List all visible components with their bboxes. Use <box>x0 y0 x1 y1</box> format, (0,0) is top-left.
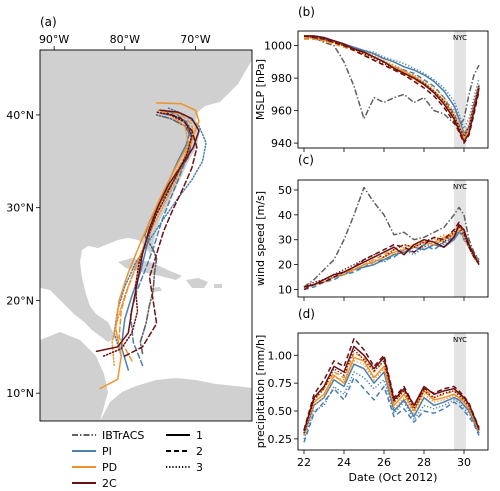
line-pd-3 <box>303 360 480 434</box>
track-2c-7 <box>95 109 200 353</box>
map-longitude-ticks: 90°W 80°W 70°W <box>39 33 211 50</box>
map-latitude-ticks: 10°N 20°N 30°N 40°N <box>6 109 40 400</box>
panel-label-c: (c) <box>298 153 314 167</box>
line-pd-3 <box>304 36 480 135</box>
x-tick-label: 22 <box>297 456 311 469</box>
map-frame <box>39 49 253 422</box>
plot-frame <box>297 30 489 149</box>
y-tick-label: 940 <box>271 137 292 150</box>
track-ibtracs-0 <box>139 114 193 355</box>
nyc-label: NYC <box>453 183 467 191</box>
lon-tick-label: 90°W <box>39 33 69 46</box>
nyc-label: NYC <box>453 34 467 42</box>
series-lines <box>303 35 480 144</box>
x-axis-label: Date (Oct 2012) <box>349 471 438 484</box>
line-pi-1 <box>304 36 480 135</box>
line-ibtracs <box>303 186 480 288</box>
storm-tracks <box>95 102 207 390</box>
wind-panel: (c) NYC 10 20 30 40 50 wind speed [m/s] <box>254 153 489 301</box>
lat-tick-label: 10°N <box>6 387 34 400</box>
panel-label-b: (b) <box>298 5 315 19</box>
line-2c-2 <box>303 35 480 144</box>
x-tick-label: 26 <box>377 456 391 469</box>
legend-member-label-2: 2 <box>196 445 203 458</box>
series-lines <box>303 337 480 443</box>
central-america-land <box>40 332 108 421</box>
legend: IBTrACS PI PD 2C 1 2 3 <box>72 429 203 490</box>
track-pd-4 <box>99 102 200 390</box>
line-pd-2 <box>304 38 480 141</box>
track-2c-9 <box>102 111 193 357</box>
panel-label-a: (a) <box>40 15 57 29</box>
line-2c-3 <box>303 226 480 288</box>
y-tick-label: 0.50 <box>268 405 293 418</box>
series-lines <box>303 186 480 291</box>
land-layer <box>40 50 252 421</box>
map-panel: (a) 90°W 80°W 70°W 10°N 20°N 30°N 40°N <box>6 15 253 422</box>
track-2c-8 <box>124 112 198 357</box>
y-axis-label: MSLP [hPa] <box>254 59 267 120</box>
y-axis-label: precipitation [mm/h] <box>254 335 267 449</box>
line-2c-1 <box>304 35 480 143</box>
y-tick-label: 980 <box>271 72 292 85</box>
precip-panel: (d) NYC 0.25 0.50 0.75 1.00 22 24 26 28 30 precipi… <box>254 307 489 484</box>
y-tick-label: 0.75 <box>268 377 293 390</box>
x-tick-label: 24 <box>337 456 351 469</box>
legend-label-pi: PI <box>102 445 112 458</box>
track-pd-6 <box>111 108 190 367</box>
line-pi-2 <box>303 376 480 443</box>
lat-tick-label: 30°N <box>6 202 34 215</box>
y-tick-label: 0.25 <box>268 433 293 446</box>
lat-tick-label: 40°N <box>6 109 34 122</box>
line-2c-1 <box>303 345 480 432</box>
south-america-land <box>100 378 252 421</box>
nyc-label: NYC <box>453 336 467 344</box>
lon-tick-label: 80°W <box>110 33 140 46</box>
plot-frame <box>297 332 489 451</box>
x-tick-label: 30 <box>457 456 471 469</box>
line-pi-3 <box>303 371 480 440</box>
cuba-island <box>118 258 182 280</box>
legend-label-pd: PD <box>102 461 117 474</box>
y-tick-label: 50 <box>278 184 292 197</box>
hispaniola-island <box>186 278 208 288</box>
line-2c-2 <box>303 337 480 431</box>
y-axis-label: wind speed [m/s] <box>254 191 267 286</box>
panel-label-d: (d) <box>298 307 315 321</box>
line-pi-1 <box>303 363 480 436</box>
line-2c-3 <box>303 348 480 434</box>
y-tick-label: 10 <box>278 284 292 297</box>
legend-label-2c: 2C <box>102 477 117 490</box>
legend-member-label-1: 1 <box>196 429 203 442</box>
x-tick-label: 28 <box>417 456 431 469</box>
y-tick-label: 20 <box>278 259 292 272</box>
y-tick-label: 30 <box>278 234 292 247</box>
y-tick-label: 40 <box>278 209 292 222</box>
puerto-rico-island <box>214 284 222 288</box>
nyc-landfall-shading <box>454 180 466 297</box>
legend-member-label-3: 3 <box>196 461 203 474</box>
y-tick-label: 960 <box>271 105 292 118</box>
plot-frame <box>297 179 489 298</box>
legend-label-ibtracs: IBTrACS <box>102 429 144 442</box>
north-america-land <box>40 50 252 342</box>
y-tick-label: 1.00 <box>268 349 293 362</box>
lon-tick-label: 70°W <box>180 33 210 46</box>
y-tick-label: 1000 <box>264 40 292 53</box>
line-2c-2 <box>303 221 480 291</box>
mslp-panel: (b) NYC 940 960 980 1000 MSLP [hPa] <box>254 5 489 152</box>
lat-tick-label: 20°N <box>6 294 34 307</box>
